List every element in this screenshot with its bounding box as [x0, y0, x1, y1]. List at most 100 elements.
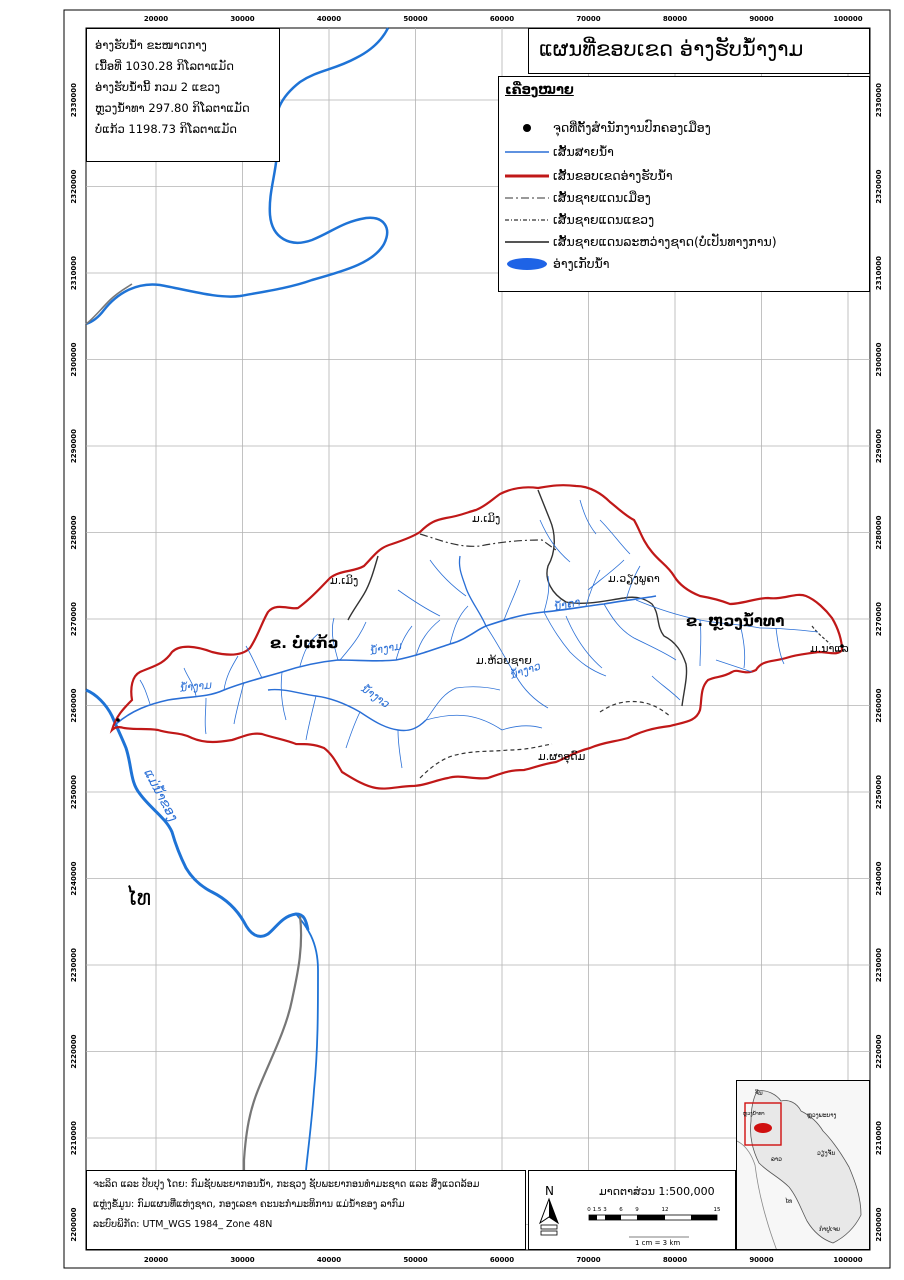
y-coordinate-label: 2210000 [875, 1121, 883, 1155]
y-coordinate-label: 2290000 [70, 429, 78, 463]
mekong-river-north [85, 27, 390, 326]
info-box: ອ່າງຮັບນ້ຳ ຂະໜາດກາງ ເນື້ອທີ່ 1030.28 ກິໂ… [86, 28, 280, 162]
inset-map: ຈີນ ຫຼວງພະບາງ ວຽງຈັນ ລາວ ໄທ ກຳປູເຈຍ ຫຼວງ… [736, 1080, 870, 1250]
info-line-2: ເນື້ອທີ່ 1030.28 ກິໂລຕາແມັດ [95, 59, 234, 73]
x-axis-labels-bottom: 20000 30000 40000 50000 60000 70000 80000 90000… [144, 1256, 863, 1264]
y-coordinate-label: 2270000 [875, 602, 883, 636]
scale-tick-label: 9 [635, 1207, 639, 1213]
legend-label: ເສັ້ນຊາຍແດນແຂວງ [553, 212, 655, 227]
label-district-viengphoukha: ມ.ວຽງພູຄາ [608, 572, 660, 585]
y-coordinate-label: 2240000 [875, 861, 883, 895]
inset-label: ກຳປູເຈຍ [819, 1226, 840, 1233]
mekong-river-south [85, 688, 310, 938]
x-coordinate-label: 70000 [576, 1256, 600, 1264]
y-coordinate-label: 2320000 [875, 169, 883, 203]
inset-label: ຫຼວງນ້ຳທາ [743, 1110, 765, 1117]
x-coordinate-label: 100000 [833, 1256, 862, 1264]
scale-ratio: ມາດຕາສ່ວນ 1:500,000 [599, 1185, 715, 1198]
thai-tributary [295, 913, 319, 1171]
inset-label: ວຽງຈັນ [817, 1150, 835, 1157]
office-dot-nale [840, 644, 844, 648]
x-coordinate-label: 100000 [833, 15, 862, 23]
y-coordinate-label: 2230000 [875, 948, 883, 982]
label-district-phaoudom: ມ.ຜາອຸດົມ [538, 750, 586, 763]
international-border [242, 915, 303, 1170]
y-coordinate-label: 2200000 [70, 1207, 78, 1241]
inset-label: ຫຼວງພະບາງ [807, 1112, 836, 1119]
x-coordinate-label: 30000 [230, 15, 254, 23]
y-coordinate-label: 2250000 [70, 775, 78, 809]
legend-item-reservoir: ອ່າງເກັບນ້ຳ [505, 253, 865, 275]
y-axis-labels-left: 2330000 2320000 2310000 2300000 2290000 22800… [70, 83, 78, 1242]
legend-label: ເສັ້ນຊາຍແດນເມືອງ [553, 190, 651, 205]
scale-bar [588, 1214, 718, 1221]
info-line-5: ບໍ່ແກ້ວ 1198.73 ກິໂລຕາແມັດ [95, 122, 237, 136]
inset-laos-shape [750, 1090, 862, 1244]
scale-tick-label: 3 [603, 1207, 607, 1213]
boundary-line-icon [505, 174, 549, 178]
x-coordinate-label: 20000 [144, 15, 168, 23]
x-coordinate-label: 90000 [749, 1256, 773, 1264]
y-coordinate-label: 2280000 [70, 515, 78, 549]
scale-unit: 1 cm = 3 km [635, 1239, 680, 1247]
info-line-4: ຫຼວງນ້ຳທາ 297.80 ກິໂລຕາແມັດ [95, 101, 250, 115]
district-border-phaoudom [419, 743, 553, 779]
inset-map-graphic: ຈີນ ຫຼວງພະບາງ ວຽງຈັນ ລາວ ໄທ ກຳປູເຈຍ ຫຼວງ… [737, 1081, 869, 1249]
y-coordinate-label: 2270000 [70, 602, 78, 636]
legend-label: ຈຸດທີ່ຕັ້ງສຳນັກງານປົກຄອງເມືອງ [553, 120, 711, 135]
district-border-nale [811, 625, 831, 645]
y-coordinate-label: 2220000 [875, 1034, 883, 1068]
y-coordinate-label: 2330000 [875, 83, 883, 117]
office-dot-houaixay [116, 718, 120, 722]
scale-box: N ມາດຕາສ່ວນ 1:500,000 0 1.5 3 6 9 12 15 1 cm =… [528, 1170, 736, 1250]
y-coordinate-label: 2230000 [70, 948, 78, 982]
province-border-icon [505, 219, 549, 221]
nam-ngao-river [267, 688, 427, 732]
y-coordinate-label: 2300000 [70, 342, 78, 376]
legend-item-office: ຈຸດທີ່ຕັ້ງສຳນັກງານປົກຄອງເມືອງ [505, 117, 865, 139]
international-border-icon [505, 241, 549, 243]
scale-tick-label: 12 [662, 1207, 669, 1213]
scale-tick-label: 15 [714, 1207, 721, 1213]
x-coordinate-label: 80000 [663, 1256, 687, 1264]
credits-line-3: ລະບົບພິກັດ: UTM_WGS 1984_ Zone 48N [93, 1219, 273, 1230]
inset-watershed-mark [754, 1123, 772, 1133]
watershed-boundary [109, 484, 844, 790]
label-district-meung-west: ມ.ເມິງ [330, 574, 359, 587]
label-province-bokeo: ຂ. ບໍ່ແກ້ວ [270, 634, 339, 652]
legend-item-boundary: ເສັ້ນຂອບເຂດອ່າງຮັບນ້ຳ [505, 165, 865, 187]
outer-frame [63, 9, 891, 1269]
label-province-luangnamtha: ຂ. ຫຼວງນ້ຳທາ [686, 612, 785, 630]
inset-highlight-box [744, 1102, 782, 1146]
y-coordinate-label: 2200000 [875, 1207, 883, 1241]
y-coordinate-label: 2320000 [70, 169, 78, 203]
scale-graphic: N ມາດຕາສ່ວນ 1:500,000 0 1.5 3 6 9 12 15 1 cm =… [538, 1184, 721, 1247]
scale-tick-labels: 0 1.5 3 6 9 12 15 [587, 1207, 721, 1213]
district-border-icon [505, 197, 549, 199]
office-dot-icon [523, 124, 531, 132]
x-coordinate-label: 50000 [403, 15, 427, 23]
x-coordinate-label: 40000 [317, 15, 341, 23]
label-district-nale: ມ.ນາແລ [810, 642, 849, 655]
x-coordinate-label: 80000 [663, 15, 687, 23]
y-coordinate-label: 2290000 [875, 429, 883, 463]
credits-line-2: ແຫຼ່ງຂໍ້ມູນ: ກົມແຜນທີ່ແຫ່ງຊາດ, ກອງເລຂາ ຄ… [93, 1199, 405, 1210]
legend: ເຄື່ອງໝາຍ ຈຸດທີ່ຕັ້ງສຳນັກງານປົກຄອງເມືອງ … [498, 76, 870, 292]
inset-label: ໄທ [785, 1197, 792, 1205]
legend-item-province-border: ເສັ້ນຊາຍແດນແຂວງ [505, 209, 865, 231]
legend-label: ອ່າງເກັບນ້ຳ [553, 256, 610, 271]
y-coordinate-label: 2250000 [875, 775, 883, 809]
label-district-houaixay: ມ.ຫ້ວຍຊາຍ [476, 654, 532, 667]
credits-box: ຈະລິດ ແລະ ປັບປຸງ ໂດຍ: ກົມຊັບພະຍາກອນນ້ຳ, … [86, 1170, 526, 1250]
y-coordinate-label: 2240000 [70, 861, 78, 895]
y-coordinate-label: 2310000 [875, 256, 883, 290]
x-coordinate-label: 50000 [403, 1256, 427, 1264]
map-frame [85, 27, 871, 1251]
stream-network [139, 499, 819, 769]
x-coordinate-label: 60000 [490, 1256, 514, 1264]
scale-tick-label: 0 [587, 1207, 591, 1213]
x-coordinate-label: 40000 [317, 1256, 341, 1264]
y-coordinate-label: 2220000 [70, 1034, 78, 1068]
y-coordinate-label: 2260000 [70, 688, 78, 722]
legend-item-international-border: ເສັ້ນຊາຍແດນລະຫວ່າງຊາດ(ບໍ່ເປັນທາງການ) [505, 231, 865, 253]
